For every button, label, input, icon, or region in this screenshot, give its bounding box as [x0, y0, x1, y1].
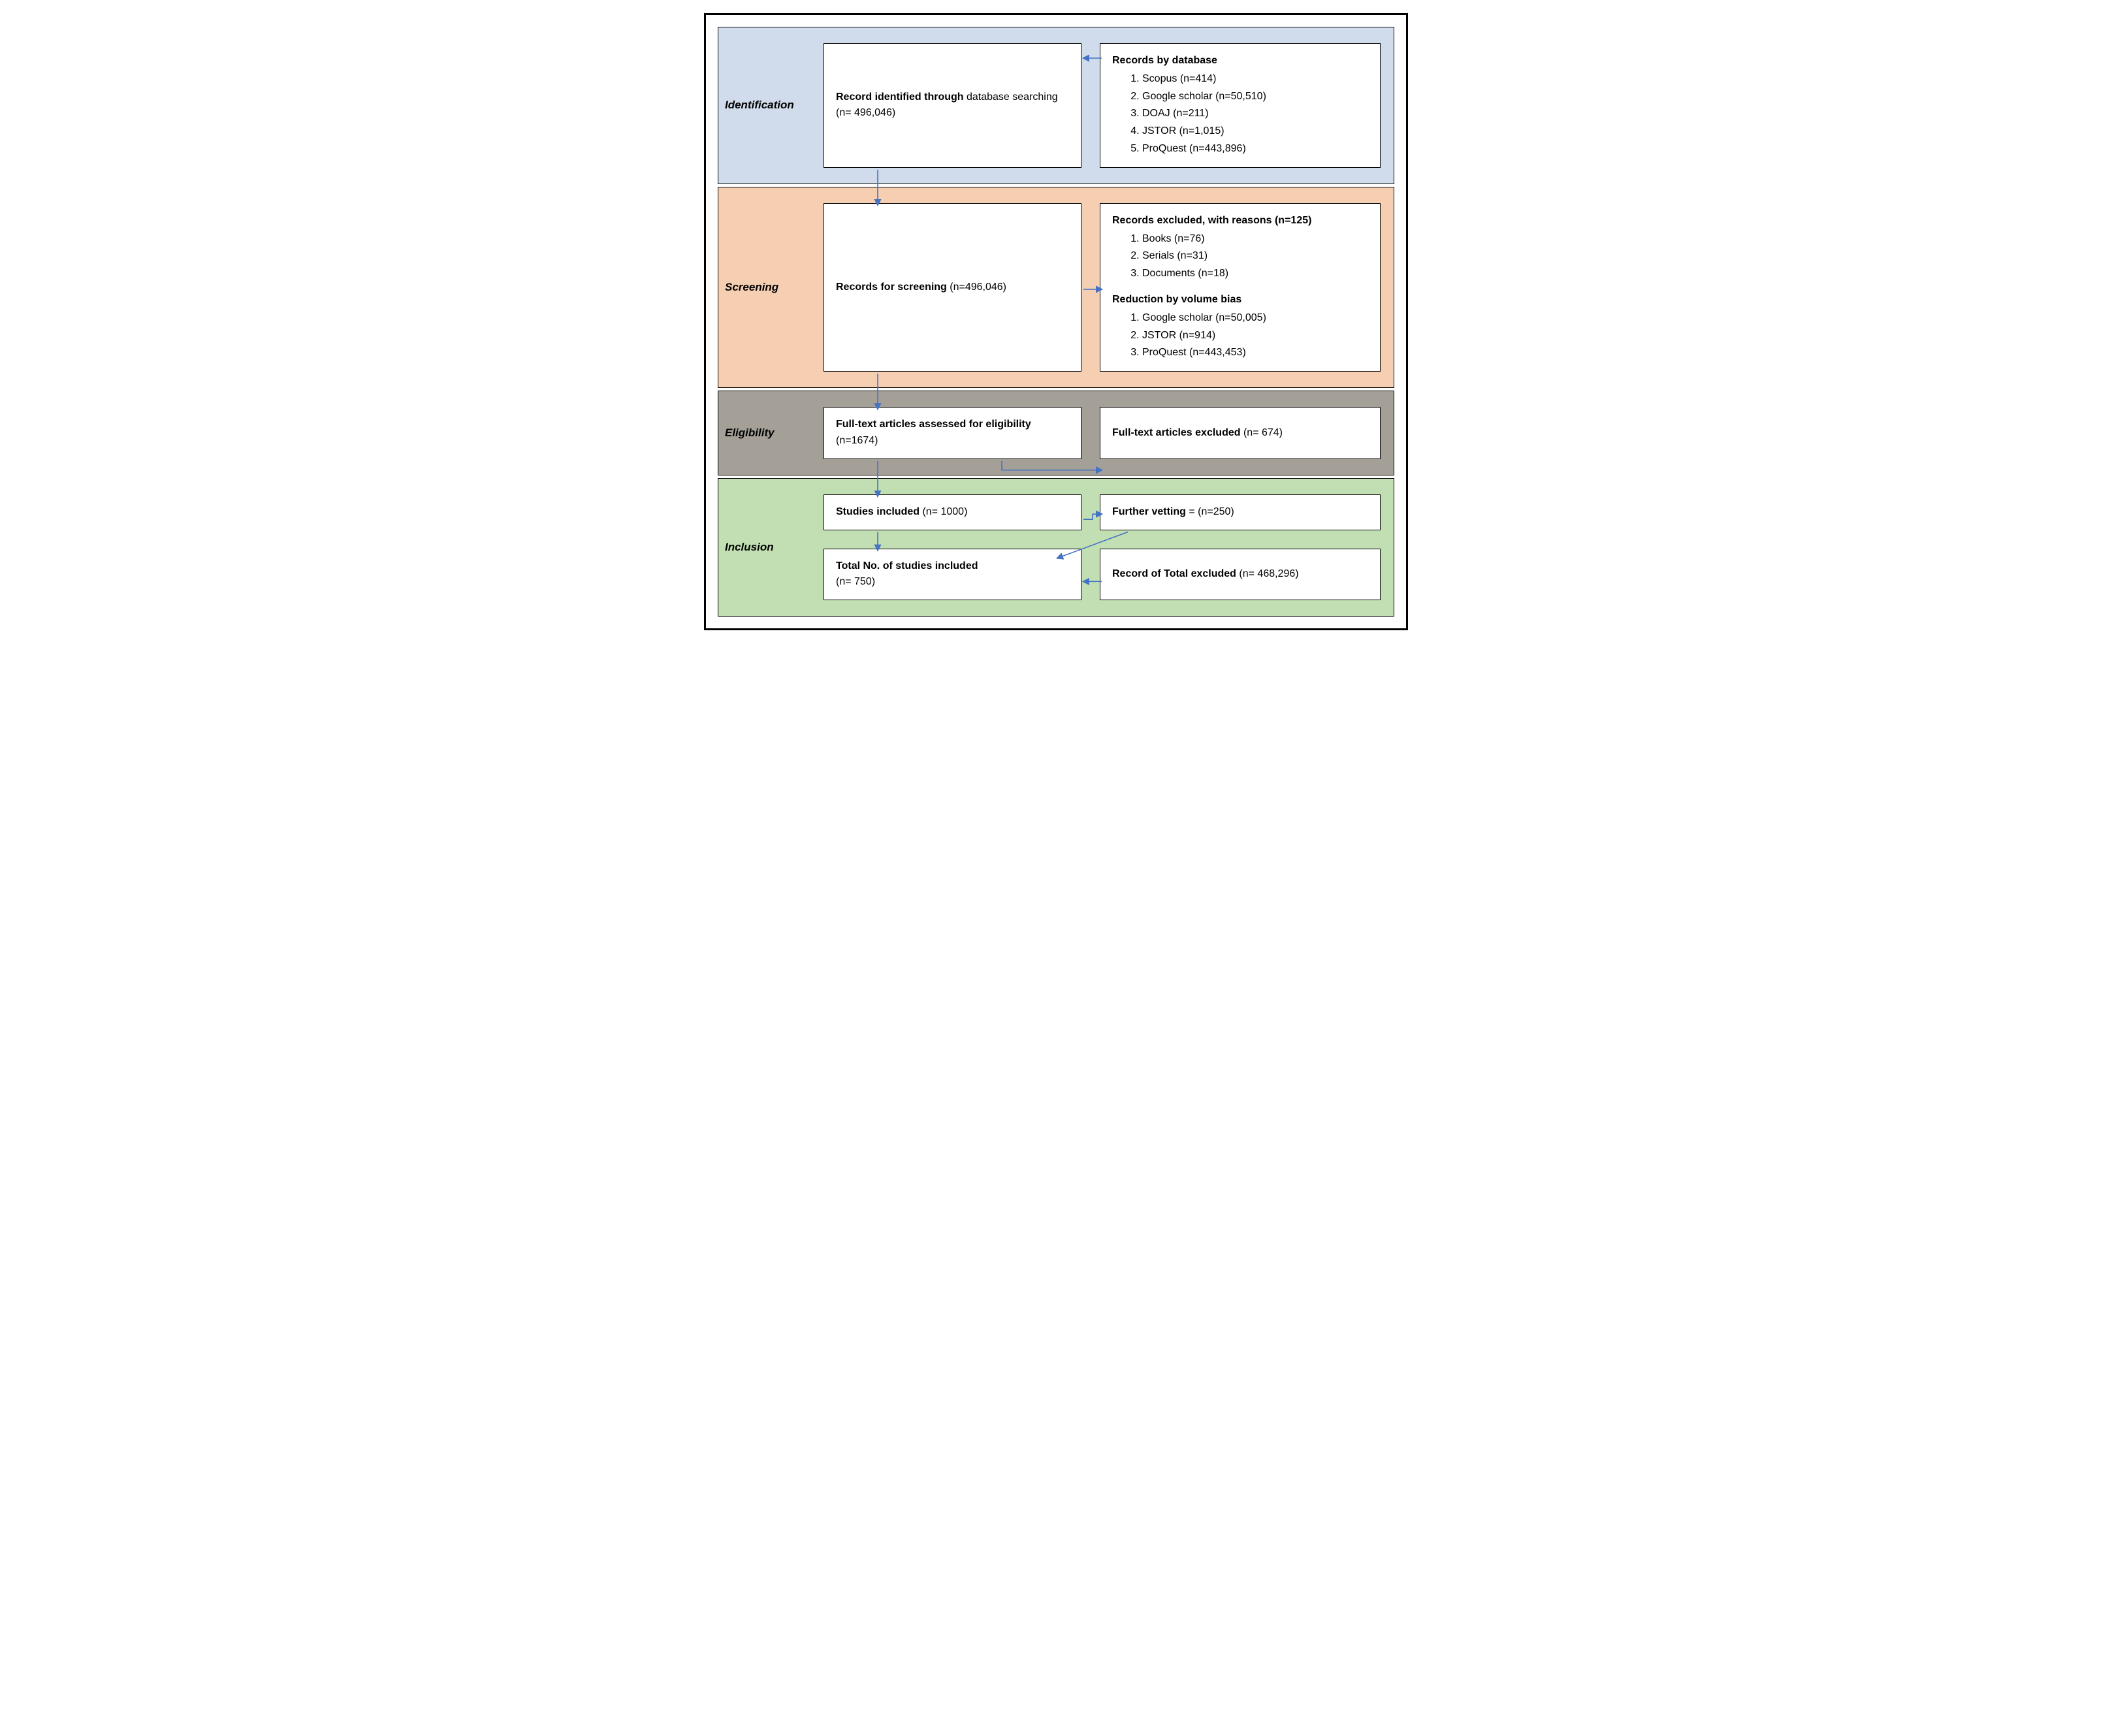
stage-label-inclusion: Inclusion [718, 479, 817, 616]
box-total-included: Total No. of studies included (n= 750) [824, 549, 1081, 601]
stage-label-identification: Identification [718, 27, 817, 184]
list-exclusions: Books (n=76) Serials (n=31) Documents (n… [1112, 231, 1368, 283]
text-total-included-rest: (n= 750) [836, 574, 1069, 590]
list-item: Documents (n=18) [1142, 265, 1368, 283]
text-total-excluded-bold: Record of Total excluded [1112, 568, 1236, 579]
text-records-screening-rest: (n=496,046) [947, 281, 1006, 293]
list-item: DOAJ (n=211) [1142, 105, 1368, 123]
stage-label-eligibility: Eligibility [718, 391, 817, 475]
text-studies-included-rest: (n= 1000) [920, 506, 967, 517]
prisma-flowchart: Identification Record identified through… [704, 13, 1408, 630]
heading-volume-bias: Reduction by volume bias [1112, 292, 1368, 308]
box-fulltext-assessed: Full-text articles assessed for eligibil… [824, 407, 1081, 459]
list-item: ProQuest (n=443,453) [1142, 344, 1368, 362]
box-studies-included: Studies included (n= 1000) [824, 494, 1081, 530]
list-item: Google scholar (n=50,510) [1142, 88, 1368, 106]
stage-label-screening: Screening [718, 187, 817, 387]
box-records-screening: Records for screening (n=496,046) [824, 203, 1081, 372]
text-fulltext-excluded-rest: (n= 674) [1241, 427, 1283, 438]
text-studies-included-bold: Studies included [836, 506, 920, 517]
box-total-excluded: Record of Total excluded (n= 468,296) [1100, 549, 1381, 601]
box-further-vetting: Further vetting = (n=250) [1100, 494, 1381, 530]
box-fulltext-excluded: Full-text articles excluded (n= 674) [1100, 407, 1381, 459]
box-records-identified: Record identified through database searc… [824, 43, 1081, 168]
list-item: ProQuest (n=443,896) [1142, 140, 1368, 158]
list-item: JSTOR (n=1,015) [1142, 123, 1368, 140]
stage-inclusion: Inclusion Studies included (n= 1000) Fur… [718, 478, 1394, 617]
list-item: Books (n=76) [1142, 231, 1368, 248]
heading-records-by-database: Records by database [1112, 53, 1368, 69]
stage-screening: Screening Records for screening (n=496,0… [718, 187, 1394, 388]
list-item: Scopus (n=414) [1142, 71, 1368, 88]
text-total-included-bold: Total No. of studies included [836, 558, 1069, 575]
list-volume-bias: Google scholar (n=50,005) JSTOR (n=914) … [1112, 310, 1368, 362]
heading-records-excluded: Records excluded, with reasons (n=125) [1112, 213, 1368, 229]
text-records-identified-bold: Record identified through [836, 91, 964, 103]
text-fulltext-excluded-bold: Full-text articles excluded [1112, 427, 1241, 438]
box-records-excluded: Records excluded, with reasons (n=125) B… [1100, 203, 1381, 372]
text-fulltext-assessed-bold: Full-text articles assessed for eligibil… [836, 419, 1031, 430]
stage-identification: Identification Record identified through… [718, 27, 1394, 184]
text-total-excluded-rest: (n= 468,296) [1236, 568, 1299, 579]
box-records-by-database: Records by database Scopus (n=414) Googl… [1100, 43, 1381, 168]
list-item: Serials (n=31) [1142, 248, 1368, 265]
list-databases: Scopus (n=414) Google scholar (n=50,510)… [1112, 71, 1368, 158]
text-further-vetting-bold: Further vetting [1112, 506, 1186, 517]
stage-eligibility: Eligibility Full-text articles assessed … [718, 391, 1394, 475]
text-fulltext-assessed-rest: (n=1674) [836, 435, 878, 446]
text-further-vetting-rest: = (n=250) [1186, 506, 1234, 517]
list-item: JSTOR (n=914) [1142, 327, 1368, 345]
text-records-screening-bold: Records for screening [836, 281, 947, 293]
list-item: Google scholar (n=50,005) [1142, 310, 1368, 327]
